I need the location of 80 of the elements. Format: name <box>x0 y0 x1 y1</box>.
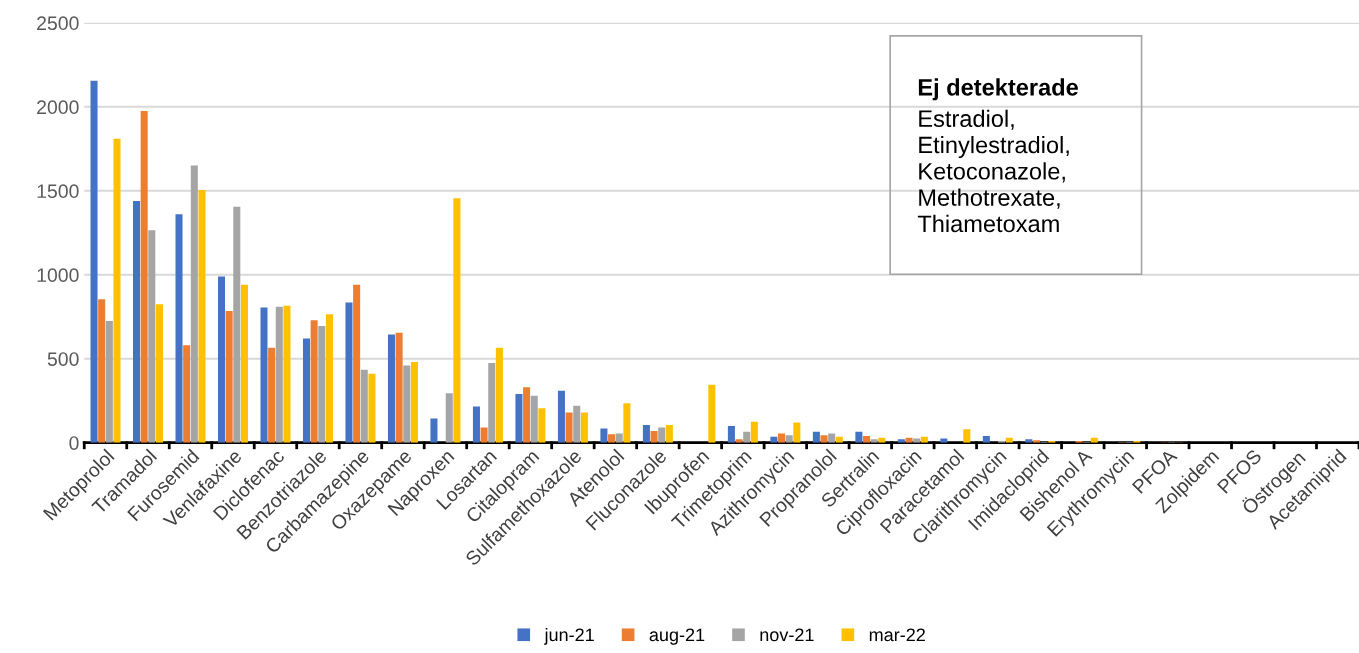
bar <box>658 427 666 443</box>
bar <box>183 345 191 443</box>
bar <box>395 332 403 443</box>
bar <box>778 433 786 443</box>
bar <box>240 284 248 443</box>
bar <box>403 365 411 443</box>
bar <box>480 427 488 443</box>
bar <box>793 422 801 443</box>
bar <box>785 435 793 443</box>
y-tick-label: 0 <box>69 436 79 450</box>
bar <box>905 437 913 443</box>
legend-label: aug-21 <box>649 628 705 645</box>
legend-label: nov-21 <box>760 628 814 642</box>
bar <box>743 431 751 443</box>
bar <box>275 306 283 443</box>
bar <box>495 347 503 443</box>
bar <box>445 393 453 443</box>
bar <box>600 428 608 443</box>
bar <box>828 433 836 443</box>
annotation: Ej detekterade <box>918 78 1078 101</box>
bar <box>310 320 318 443</box>
bar <box>155 304 163 443</box>
bar <box>453 198 461 443</box>
bar <box>345 302 353 443</box>
bar <box>855 431 863 443</box>
bar <box>963 429 971 443</box>
bar <box>530 395 538 443</box>
bar <box>565 412 573 443</box>
bar <box>523 387 531 443</box>
bar <box>90 80 98 443</box>
bar <box>665 425 673 443</box>
bar <box>302 338 311 443</box>
bar <box>708 384 716 443</box>
bar <box>820 435 828 443</box>
bar <box>190 165 198 443</box>
bar <box>608 434 616 443</box>
bar <box>217 276 226 443</box>
bar <box>105 320 113 443</box>
bar <box>325 314 333 443</box>
bar <box>538 408 546 443</box>
bar <box>650 430 658 443</box>
bar <box>387 334 395 443</box>
y-tick-label: 1000 <box>37 268 79 283</box>
bar <box>318 326 326 443</box>
bar <box>360 369 368 443</box>
y-tick-label: 2500 <box>37 16 79 31</box>
bar <box>750 421 758 443</box>
bar <box>198 189 206 443</box>
bar <box>175 214 183 443</box>
bar <box>410 362 418 443</box>
bar <box>98 299 106 443</box>
bar <box>133 200 141 443</box>
y-tick-label: 2000 <box>37 100 79 115</box>
bar <box>430 418 438 443</box>
y-tick-label: 1500 <box>37 184 79 199</box>
bar <box>260 307 268 443</box>
legend-label: mar-22 <box>869 628 925 642</box>
bar <box>580 412 588 443</box>
bar <box>642 425 650 443</box>
bar <box>488 362 496 443</box>
bar <box>557 390 565 443</box>
annotation: Estradiol, Etinylestradiol, Ketoconazole, Methotrexate, Thiametoxam <box>917 109 1069 233</box>
y-tick-label: 500 <box>47 352 79 366</box>
bar <box>113 138 121 443</box>
bar <box>472 406 480 443</box>
bar <box>727 425 735 443</box>
bar <box>268 347 276 443</box>
bar <box>225 310 233 443</box>
bar <box>283 305 291 443</box>
bar <box>623 403 631 443</box>
bar <box>615 433 623 443</box>
bar <box>368 373 376 443</box>
bar <box>233 206 241 443</box>
bar <box>148 230 156 443</box>
bar <box>515 394 523 443</box>
legend-label: jun-21 <box>544 627 594 645</box>
bar <box>812 431 820 443</box>
bar <box>353 284 361 443</box>
bar <box>140 111 148 443</box>
bar <box>573 405 581 443</box>
